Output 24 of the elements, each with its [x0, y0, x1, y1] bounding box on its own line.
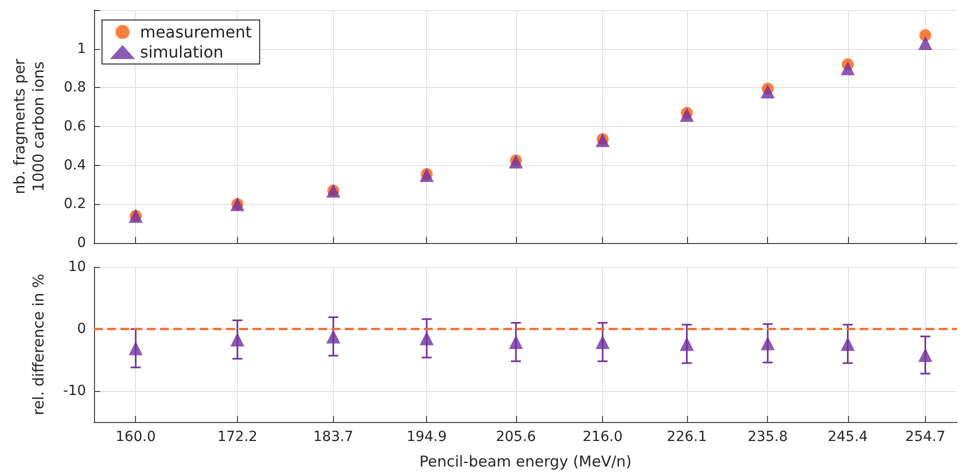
x-tick-label: 245.4: [828, 429, 868, 445]
y-tick-label: 0.8: [64, 80, 86, 96]
x-tick-label: 160.0: [116, 429, 156, 445]
x-tick-label: 226.1: [666, 429, 707, 445]
x-tick-label: 235.8: [748, 429, 788, 445]
legend-label: simulation: [140, 42, 224, 62]
x-tick-label: 205.6: [496, 429, 536, 445]
y-tick-label: 0.6: [64, 118, 86, 134]
x-axis-title: Pencil-beam energy (MeV/n): [419, 452, 632, 470]
y-tick-label: 0.2: [64, 196, 86, 212]
y-tick-label: 0.4: [64, 157, 86, 174]
y-tick-label: -10: [63, 383, 86, 399]
x-tick-label: 194.9: [406, 429, 447, 445]
y-tick-label: 10: [68, 259, 86, 275]
y-tick-label: 0: [77, 235, 86, 251]
y-axis-title: nb. fragments per 1000 carbon ions: [10, 58, 48, 194]
x-tick-label: 172.2: [217, 429, 258, 445]
y-tick-label: 1: [77, 40, 86, 57]
y-axis-title: rel. difference in %: [30, 274, 48, 416]
legend-label: measurement: [140, 22, 252, 42]
x-tick-label: 216.0: [582, 429, 623, 445]
y-tick-label: 0: [77, 321, 86, 337]
x-tick-label: 183.7: [313, 429, 354, 445]
x-tick-label: 254.7: [905, 429, 946, 445]
